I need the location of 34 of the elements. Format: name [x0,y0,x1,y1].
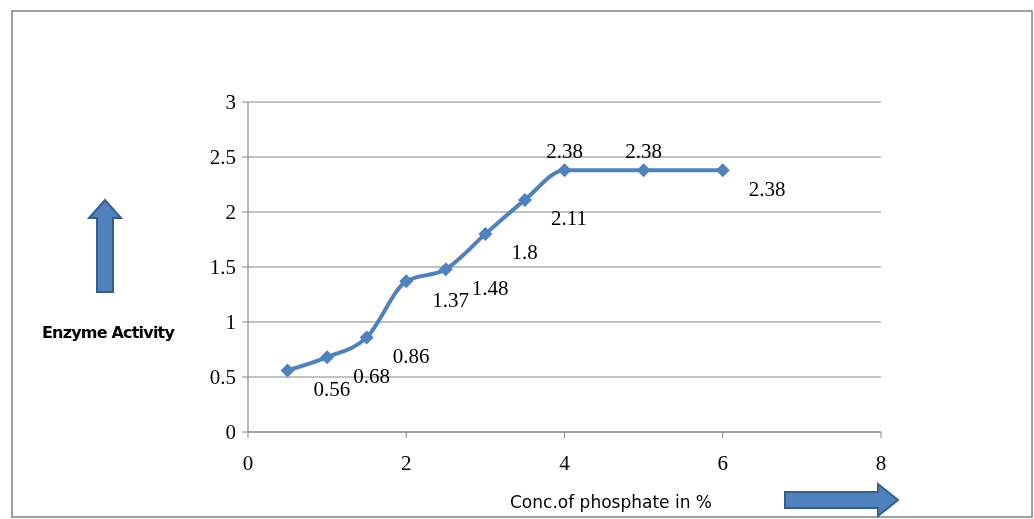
data-label: 1.37 [432,287,469,312]
y-tick-label: 1.5 [209,255,236,280]
point [359,330,374,345]
data-label: 0.86 [392,343,430,368]
point [715,163,730,178]
y-tick-label: 1 [225,310,236,335]
point [478,227,493,241]
x-tick-label: 6 [717,451,728,475]
x-tick-label: 8 [875,451,887,475]
point [320,350,335,365]
point [557,163,572,178]
data-label: 2.11 [550,206,587,231]
y-axis-title: Enzyme Activity [41,323,176,342]
point [517,192,532,207]
point [636,163,651,178]
x-tick-label: 2 [401,451,412,475]
y-tick-label: 0.5 [209,365,236,390]
x-axis-title: Conc.of phosphate in % [510,492,712,512]
data-label: 1.8 [511,240,538,265]
x-tick-label: 0 [242,451,254,475]
x-tick-label: 4 [559,451,571,475]
data-label: 2.38 [546,138,583,163]
data-label: 1.48 [471,275,509,300]
y-tick-label: 2 [225,200,236,225]
data-label: 2.38 [625,138,662,163]
data-label: 0.56 [313,376,351,401]
y-tick-label: 3 [225,90,236,115]
data-label: 0.68 [353,363,390,388]
point [280,363,295,378]
point [438,262,453,277]
y-tick-label: 0 [225,420,236,445]
data-label: 2.38 [748,176,786,201]
point [399,274,414,289]
y-tick-label: 2.5 [209,145,236,170]
